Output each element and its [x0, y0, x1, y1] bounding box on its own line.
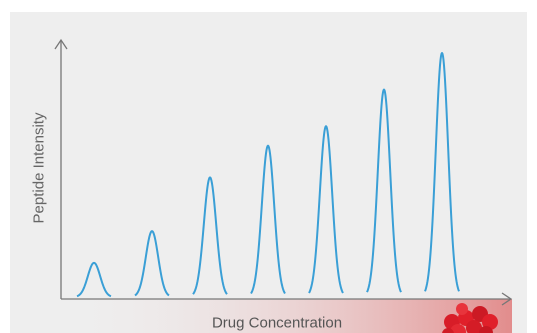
peak-2 — [134, 230, 170, 297]
peak-4 — [250, 144, 286, 294]
peak-7 — [424, 52, 460, 292]
x-axis-label: Drug Concentration — [211, 314, 343, 332]
drug-molecule-icon — [442, 303, 498, 333]
peak-6 — [366, 88, 402, 293]
y-axis-label: Peptide Intensity — [30, 112, 48, 224]
concentration-gradient-bar — [60, 299, 512, 333]
y-axis-arrow-icon — [54, 38, 68, 50]
peak-3 — [192, 176, 228, 295]
peaks-group — [76, 52, 460, 298]
axes — [54, 38, 513, 306]
peak-5 — [308, 125, 344, 294]
peak-1 — [76, 261, 112, 298]
x-axis-arrow-icon — [501, 292, 513, 306]
